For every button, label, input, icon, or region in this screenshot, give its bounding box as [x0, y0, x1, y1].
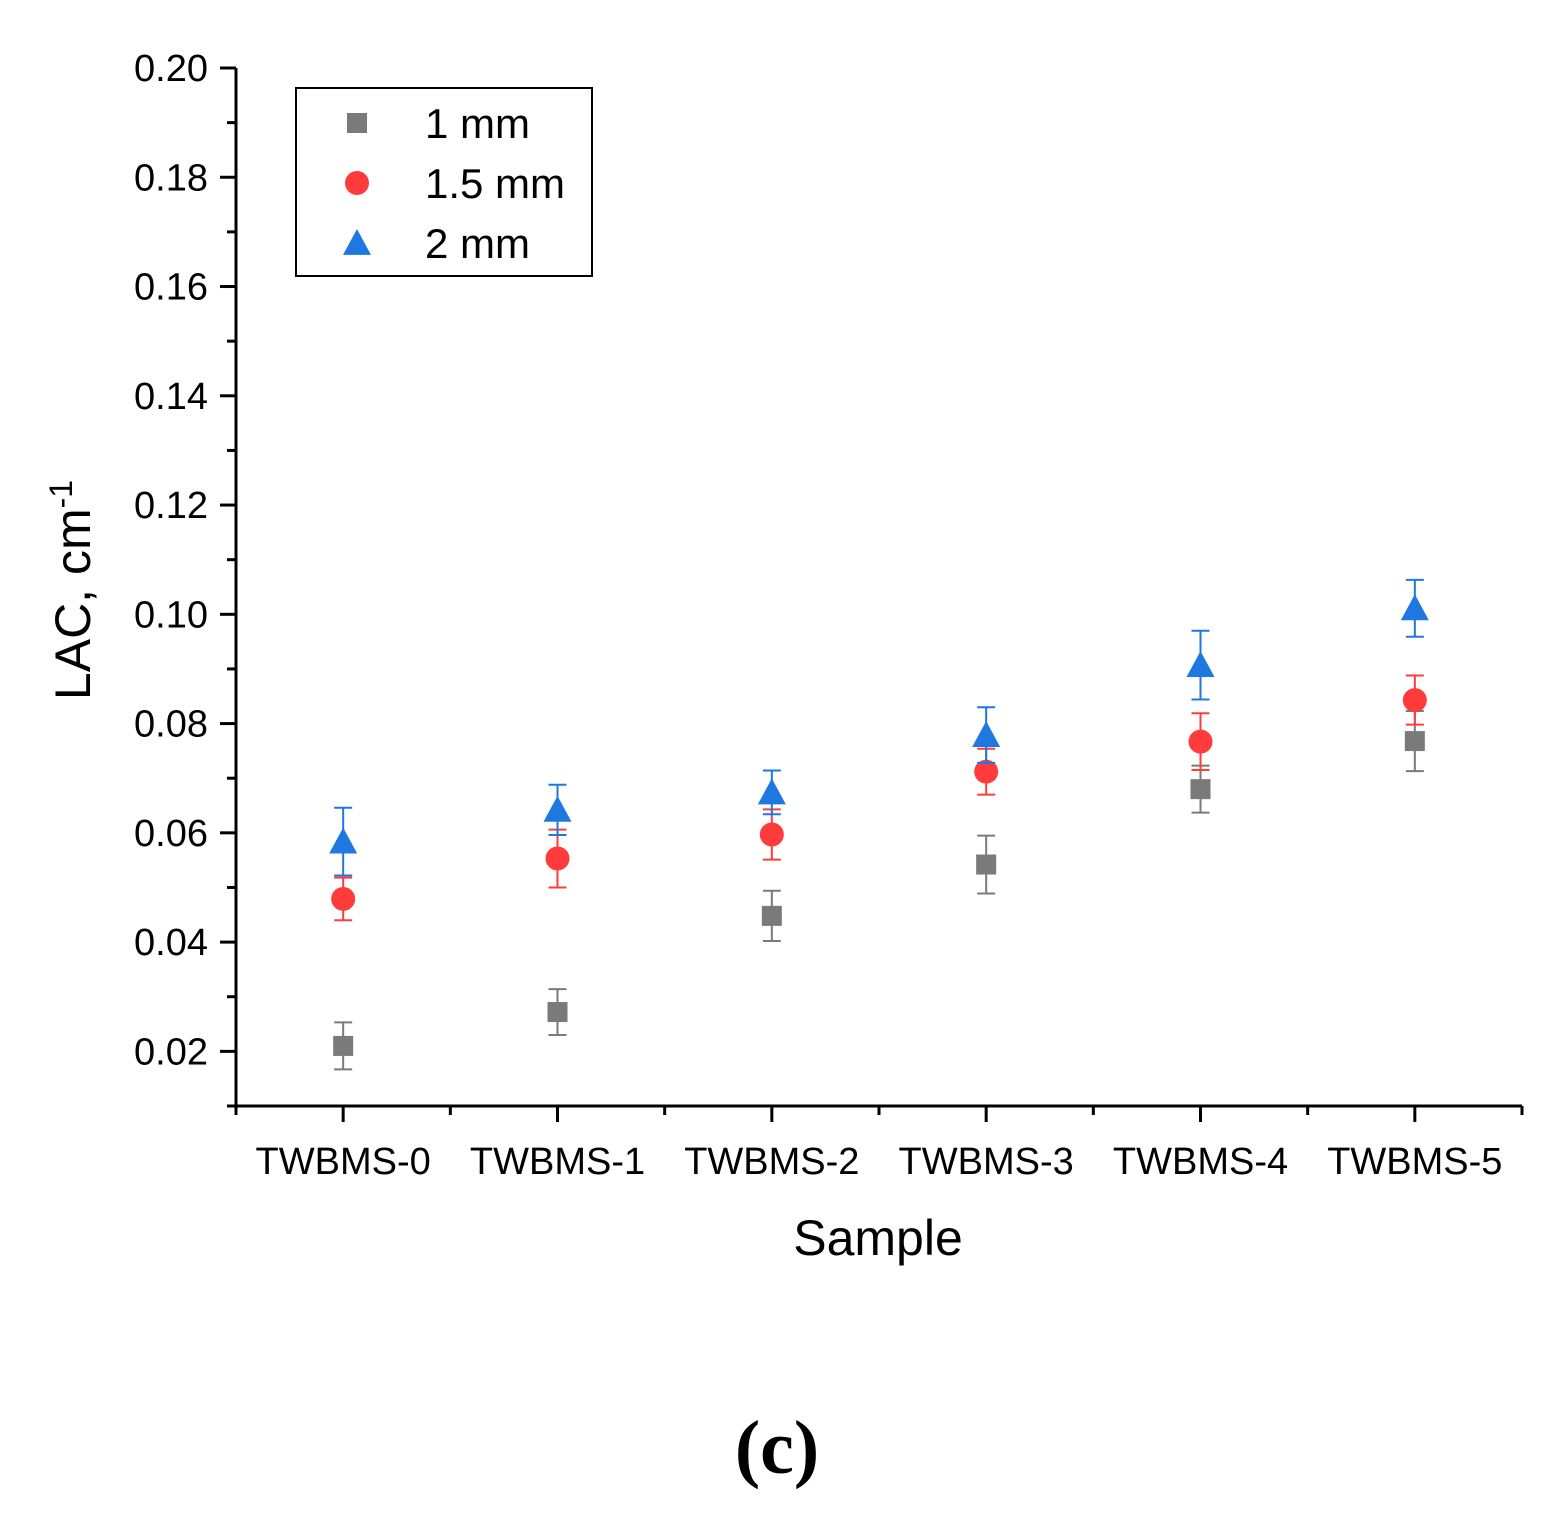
series-1-mm: [333, 710, 1425, 1071]
y-tick-label: 0.16: [134, 267, 208, 309]
y-tick-label: 0.08: [134, 704, 208, 746]
data-point: [976, 854, 997, 875]
data-point: [547, 1002, 568, 1023]
y-tick-label: 0.18: [134, 157, 208, 199]
data-point: [1404, 731, 1425, 752]
legend-label: 2 mm: [425, 220, 530, 267]
data-point: [757, 778, 786, 805]
data-point: [761, 905, 782, 926]
legend-marker: [347, 113, 367, 133]
y-axis-label-text: LAC, cm: [45, 508, 101, 700]
x-tick-label: TWBMS-5: [1327, 1141, 1502, 1183]
data-point: [1190, 779, 1211, 800]
y-tick-label: 0.06: [134, 813, 208, 855]
y-tick-label: 0.12: [134, 485, 208, 527]
y-axis-label-superscript: -1: [43, 480, 79, 508]
data-point: [333, 1035, 354, 1056]
data-point: [331, 886, 356, 911]
data-point: [759, 822, 784, 847]
x-tick-label: TWBMS-3: [899, 1141, 1074, 1183]
x-tick-label: TWBMS-4: [1113, 1141, 1288, 1183]
series-2-mm: [329, 578, 1429, 877]
data-point: [974, 759, 999, 784]
data-point: [329, 827, 358, 854]
y-tick-label: 0.10: [134, 594, 208, 636]
data-point: [543, 795, 572, 822]
legend-marker: [343, 229, 371, 255]
legend-marker: [345, 171, 369, 195]
y-tick-label: 0.14: [134, 376, 208, 418]
x-axis-label: Sample: [793, 1210, 963, 1266]
data-point: [1188, 729, 1213, 754]
data-marks: [329, 578, 1429, 1071]
data-point: [972, 721, 1001, 747]
legend: 1 mm 1.5 mm 2 mm: [295, 87, 593, 277]
data-point: [1402, 688, 1427, 713]
x-tick-label: TWBMS-1: [470, 1141, 645, 1183]
data-point: [1400, 594, 1429, 621]
legend-label: 1 mm: [425, 100, 530, 147]
y-tick-label: 0.20: [134, 48, 208, 90]
x-tick-label: TWBMS-2: [684, 1141, 859, 1183]
y-tick-label: 0.02: [134, 1031, 208, 1073]
axes: 0.02 0.04 0.06 0.08 0.10 0.12 0.14 0.16 0.18 0.20…: [134, 48, 1524, 1183]
x-tick-label: TWBMS-0: [256, 1141, 431, 1183]
legend-label: 1.5 mm: [425, 160, 565, 207]
y-tick-label: 0.04: [134, 922, 208, 964]
data-point: [545, 846, 570, 871]
figure-panel-label: (c): [734, 1406, 820, 1490]
series-1-5-mm: [331, 674, 1427, 922]
y-axis-label: LAC, cm-1: [43, 480, 101, 700]
data-point: [1186, 651, 1215, 678]
